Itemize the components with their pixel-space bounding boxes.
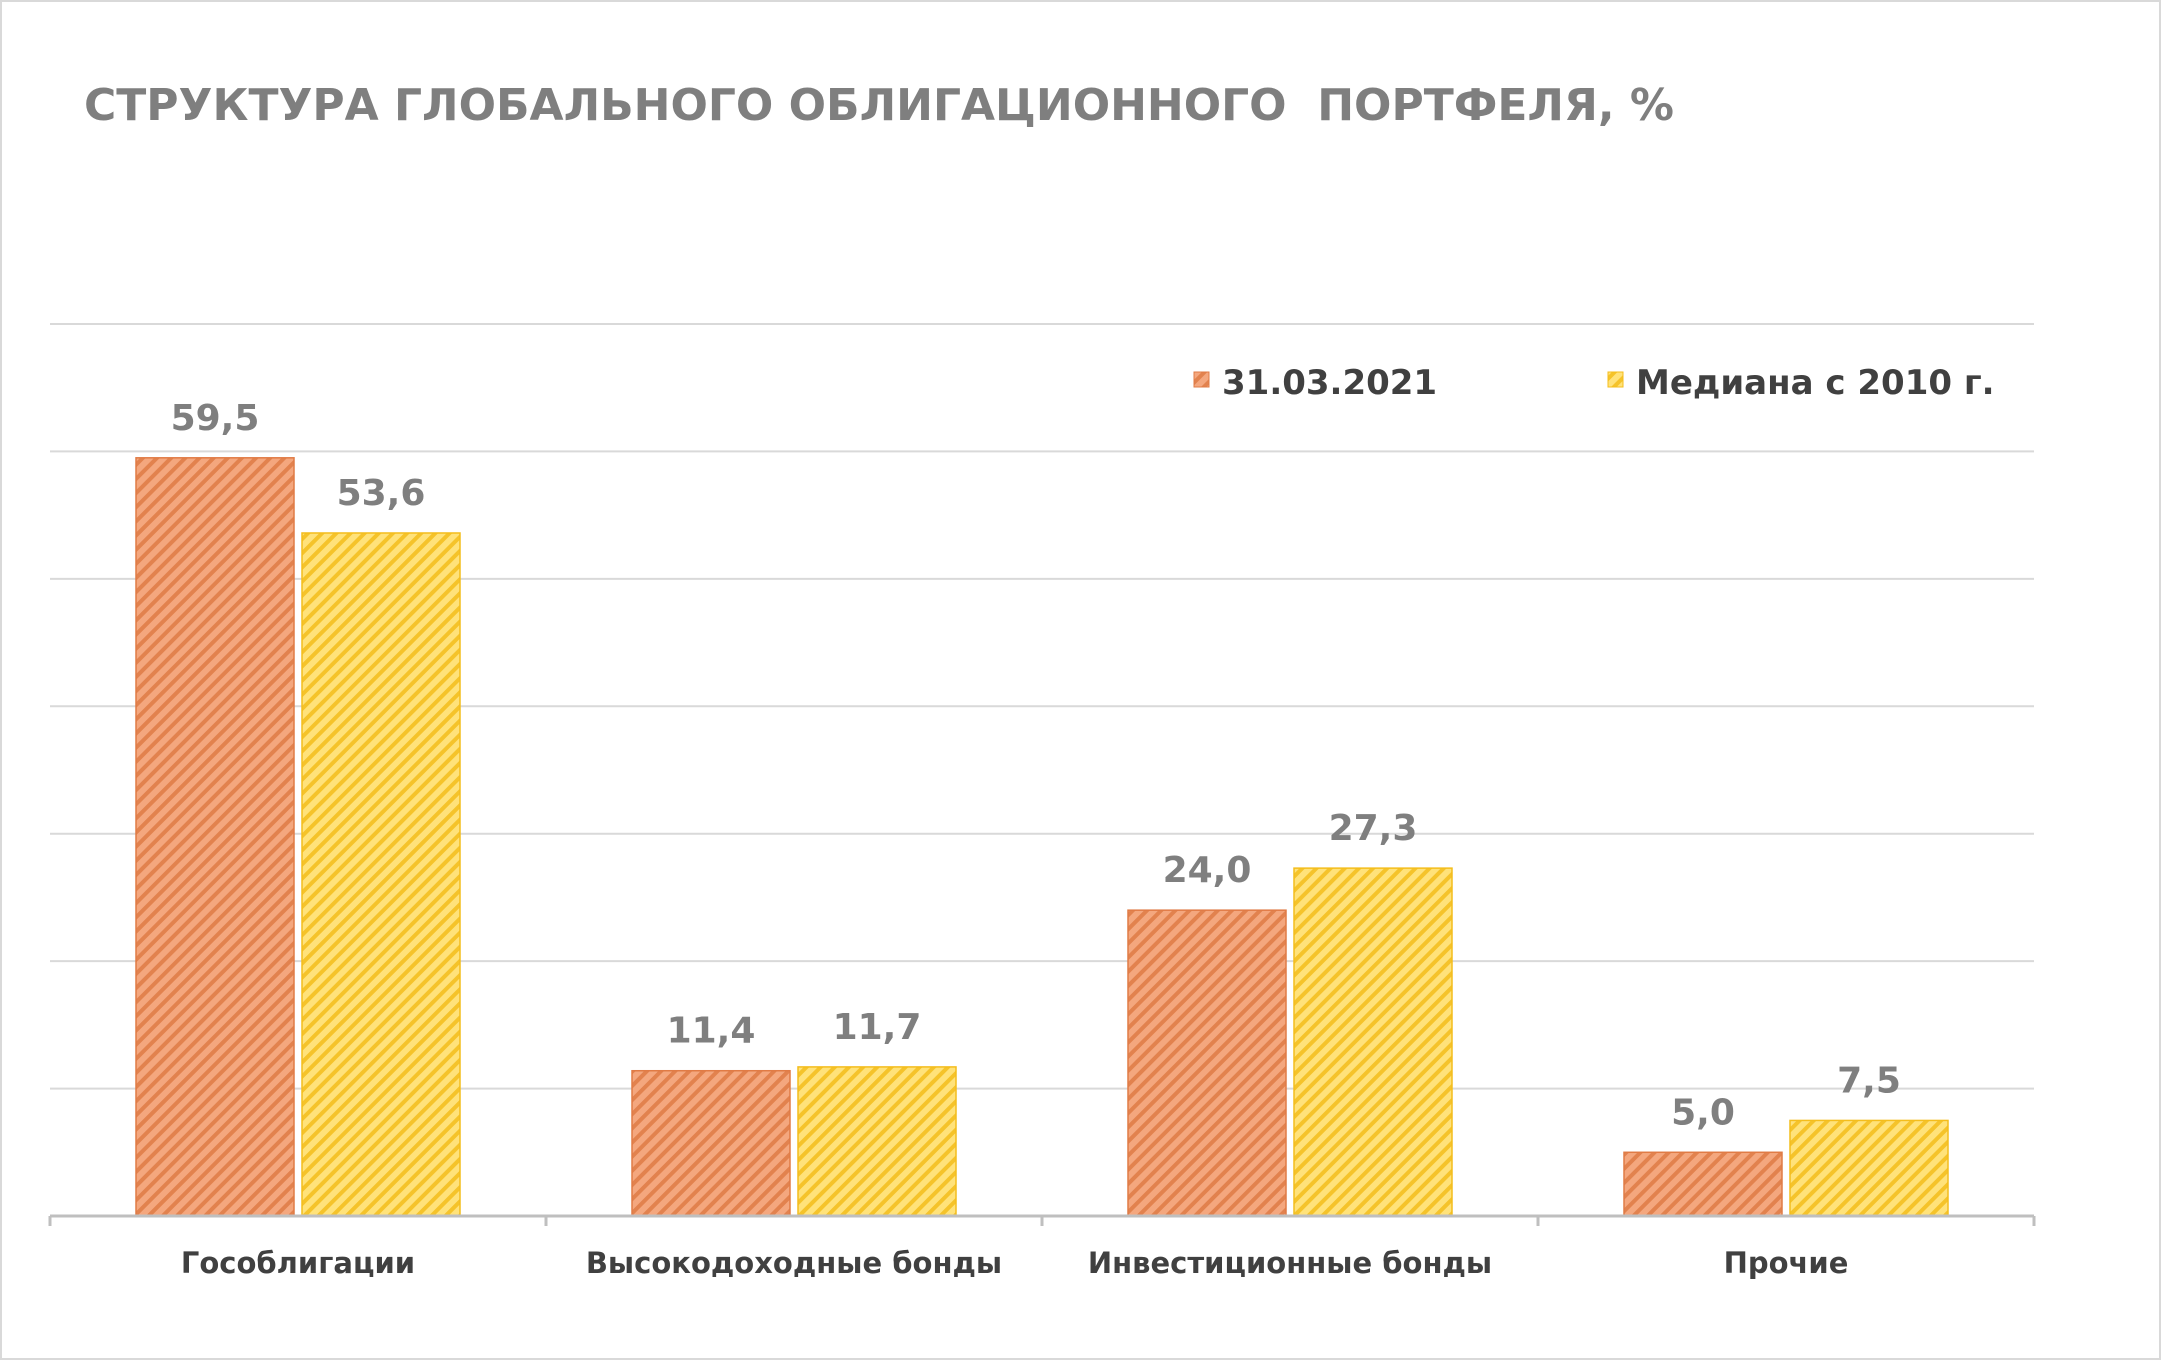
bars: [135, 457, 1949, 1217]
data-label: 7,5: [1837, 1060, 1901, 1101]
data-label: 11,7: [833, 1007, 922, 1048]
bar-median-3: [1789, 1119, 1949, 1217]
legend-swatch: [1193, 371, 1210, 388]
x-axis: Гособлигации Высокодоходные бонды Инвестиц…: [48, 1214, 2036, 1280]
data-label: 24,0: [1163, 850, 1252, 891]
data-label: 27,3: [1329, 808, 1418, 849]
legend-label: Медиана с 2010 г.: [1636, 363, 1995, 403]
bar-median-1: [797, 1066, 957, 1217]
data-labels: 59,5 53,6 11,4 11,7 24,0 27,3 5,0 7,5: [171, 398, 1901, 1133]
legend-label: 31.03.2021: [1222, 363, 1437, 403]
category-label: Гособлигации: [181, 1246, 415, 1280]
legend: 31.03.2021 Медиана с 2010 г.: [1193, 363, 1995, 403]
data-label: 59,5: [171, 398, 260, 439]
category-label: Инвестиционные бонды: [1088, 1246, 1492, 1280]
bar-current-3: [1623, 1151, 1783, 1217]
bar-median-0: [301, 532, 461, 1217]
bar-current-2: [1127, 909, 1287, 1217]
legend-swatch: [1607, 371, 1624, 388]
chart-title: СТРУКТУРА ГЛОБАЛЬНОГО ОБЛИГАЦИОННОГО ПОР…: [84, 80, 1674, 131]
bar-current-0: [135, 457, 295, 1217]
data-label: 5,0: [1671, 1092, 1735, 1133]
category-label: Прочие: [1724, 1246, 1849, 1280]
category-label: Высокодоходные бонды: [586, 1246, 1002, 1280]
bar-current-1: [631, 1069, 791, 1217]
bar-median-2: [1293, 867, 1453, 1217]
data-label: 11,4: [667, 1011, 756, 1052]
data-label: 53,6: [337, 473, 426, 514]
